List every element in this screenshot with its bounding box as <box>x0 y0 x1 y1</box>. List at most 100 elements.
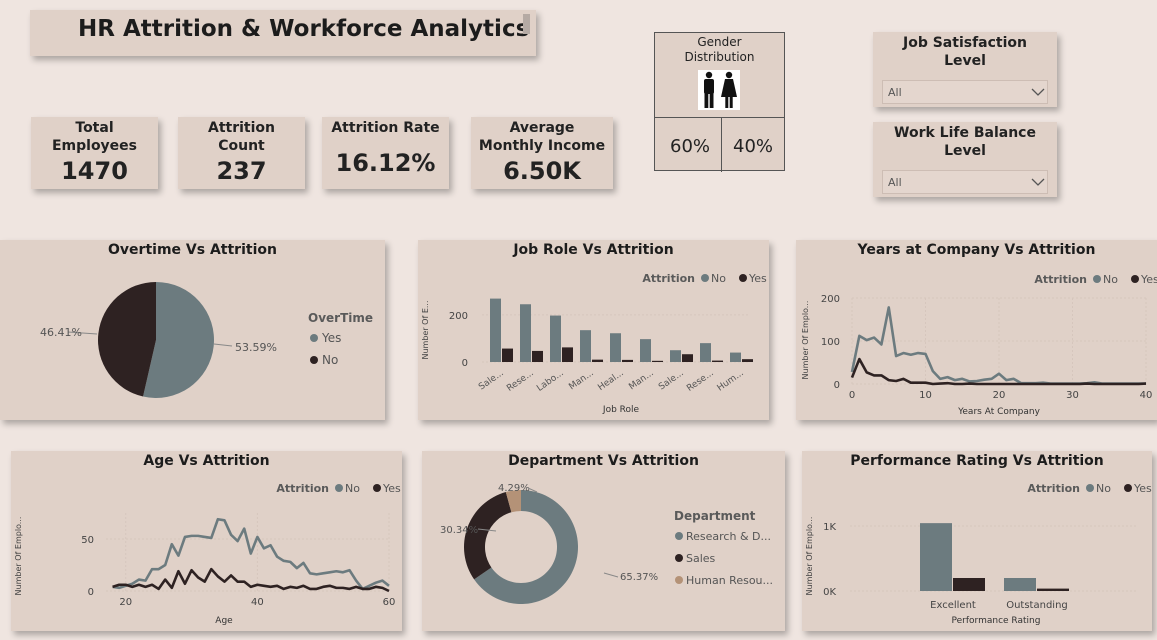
years-at-company-chart: Years at Company Vs Attrition Attrition N… <box>796 240 1157 420</box>
kpi-attrition-rate: Attrition Rate 16.12% <box>322 117 449 189</box>
legend-title: Attrition <box>276 482 329 495</box>
bar-yes <box>502 348 513 362</box>
bar-yes <box>652 360 663 362</box>
dropdown-value: All <box>888 86 902 99</box>
y-tick-label: 0 <box>834 380 840 391</box>
gender-divider <box>721 118 722 172</box>
y-axis-label: Number Of Emplo... <box>14 517 23 596</box>
y-axis-label: Number Of Emplo... <box>801 301 810 380</box>
legend-marker <box>675 576 683 584</box>
series-line-yes <box>112 567 390 593</box>
legend-title: Attrition <box>1034 273 1087 286</box>
x-tick-label: 10 <box>919 390 932 401</box>
legend-label: Yes <box>382 482 401 495</box>
y-tick-label: 200 <box>449 311 468 322</box>
gender-distribution-card: Gender Distribution 60% 40% <box>654 32 785 172</box>
kpi-value: 6.50K <box>503 157 581 185</box>
title-scrollbar[interactable] <box>523 14 530 34</box>
gender-title: Gender Distribution <box>684 35 755 64</box>
chart-title: Overtime Vs Attrition <box>108 242 277 258</box>
leader-line <box>67 331 98 335</box>
donut-slice-research <box>474 490 578 604</box>
x-tick-label: Man... <box>567 368 595 392</box>
x-tick-label: Heal... <box>596 368 625 393</box>
work-life-balance-dropdown[interactable]: All <box>882 170 1048 194</box>
x-tick-label: Sale... <box>477 368 506 392</box>
x-tick-label: Hum... <box>716 368 746 393</box>
leader-line <box>603 572 619 578</box>
y-tick-label: 0 <box>462 358 468 369</box>
gender-percent-row: 60% 40% <box>655 117 784 172</box>
x-axis-label: Performance Rating <box>952 616 1041 626</box>
y-axis-label: Number Of E... <box>421 300 430 359</box>
female-percent: 40% <box>733 136 774 157</box>
legend-label: Human Resou... <box>686 574 773 587</box>
x-tick-label: Rese... <box>685 368 715 394</box>
overtime-chart: Overtime Vs Attrition 46.41% 53.59% OverTi… <box>0 240 385 420</box>
donut-slice-sales <box>464 492 512 580</box>
kpi-label: Total Employees <box>51 120 138 154</box>
bar-no <box>700 343 711 362</box>
x-axis-label: Age <box>215 616 233 626</box>
kpi-value: 237 <box>216 157 267 185</box>
donut-slice-hr <box>505 490 521 513</box>
department-chart: Department Vs Attrition 4.29% 30.34% 65.37… <box>422 451 785 631</box>
kpi-value: 16.12% <box>335 149 436 177</box>
kpi-label: Average Monthly Income <box>478 120 606 154</box>
pie-slice-yes <box>143 282 215 398</box>
legend-label: No <box>322 353 338 367</box>
chart-title: Job Role Vs Attrition <box>513 242 674 258</box>
bar-yes <box>532 350 543 362</box>
legend-marker-no <box>701 274 709 282</box>
legend-marker-yes <box>1131 275 1139 283</box>
x-tick-label: Man... <box>627 368 655 392</box>
legend-label: Research & D... <box>686 530 771 543</box>
bar-yes <box>682 354 693 362</box>
x-tick-label: 0 <box>849 390 855 401</box>
legend-label: Yes <box>321 331 341 345</box>
x-tick-label: Rese... <box>505 368 535 394</box>
bar-no <box>1004 578 1036 591</box>
chevron-down-icon <box>1031 88 1045 96</box>
x-tick-label: 40 <box>1140 390 1153 401</box>
kpi-label: Attrition Rate <box>331 120 440 136</box>
page-title: HR Attrition & Workforce Analytics <box>78 16 530 42</box>
legend-marker <box>675 554 683 562</box>
leader-line <box>213 343 233 347</box>
bar-yes <box>622 359 633 362</box>
performance-rating-chart: Performance Rating Vs Attrition Attritio… <box>802 451 1152 631</box>
bar-no <box>640 339 651 362</box>
legend-label: Yes <box>1133 482 1152 495</box>
kpi-label: Attrition Count <box>208 120 275 154</box>
chart-title: Performance Rating Vs Attrition <box>850 453 1104 469</box>
pie-label: 53.59% <box>235 341 277 354</box>
legend-title: OverTime <box>308 311 373 325</box>
job-role-chart: Job Role Vs Attrition Attrition No Yes 200 0… <box>418 240 769 420</box>
bar-yes <box>742 359 753 362</box>
y-axis-label: Number Of Emplo... <box>805 517 814 596</box>
bar-no <box>550 315 561 362</box>
chart-title: Years at Company Vs Attrition <box>857 242 1096 258</box>
age-chart: Age Vs Attrition Attrition No Yes 50 0 20 40 60… <box>11 451 402 631</box>
x-tick-label: 40 <box>251 597 264 608</box>
legend-marker-yes <box>310 334 318 342</box>
kpi-value: 1470 <box>61 157 128 185</box>
bar-no <box>730 352 741 362</box>
bar-no <box>920 523 952 591</box>
legend-marker-no <box>310 356 318 364</box>
title-card: HR Attrition & Workforce Analytics <box>30 10 536 56</box>
bar-yes <box>592 359 603 362</box>
x-axis-label: Years At Company <box>957 407 1040 417</box>
kpi-attrition-count: Attrition Count 237 <box>178 117 305 189</box>
overtime-pie: 46.41% 53.59% OverTime Yes No <box>40 282 373 398</box>
x-axis-label: Job Role <box>602 405 640 415</box>
legend-title: Attrition <box>642 272 695 285</box>
legend-label: Sales <box>686 552 716 565</box>
slicer-title: Work Life Balance Level <box>894 125 1036 159</box>
donut-label: 65.37% <box>620 572 658 583</box>
y-tick-label: 50 <box>81 535 94 546</box>
job-satisfaction-slicer: Job Satisfaction Level All <box>873 32 1057 107</box>
series-line-yes <box>850 357 1147 386</box>
job-satisfaction-dropdown[interactable]: All <box>882 80 1048 104</box>
